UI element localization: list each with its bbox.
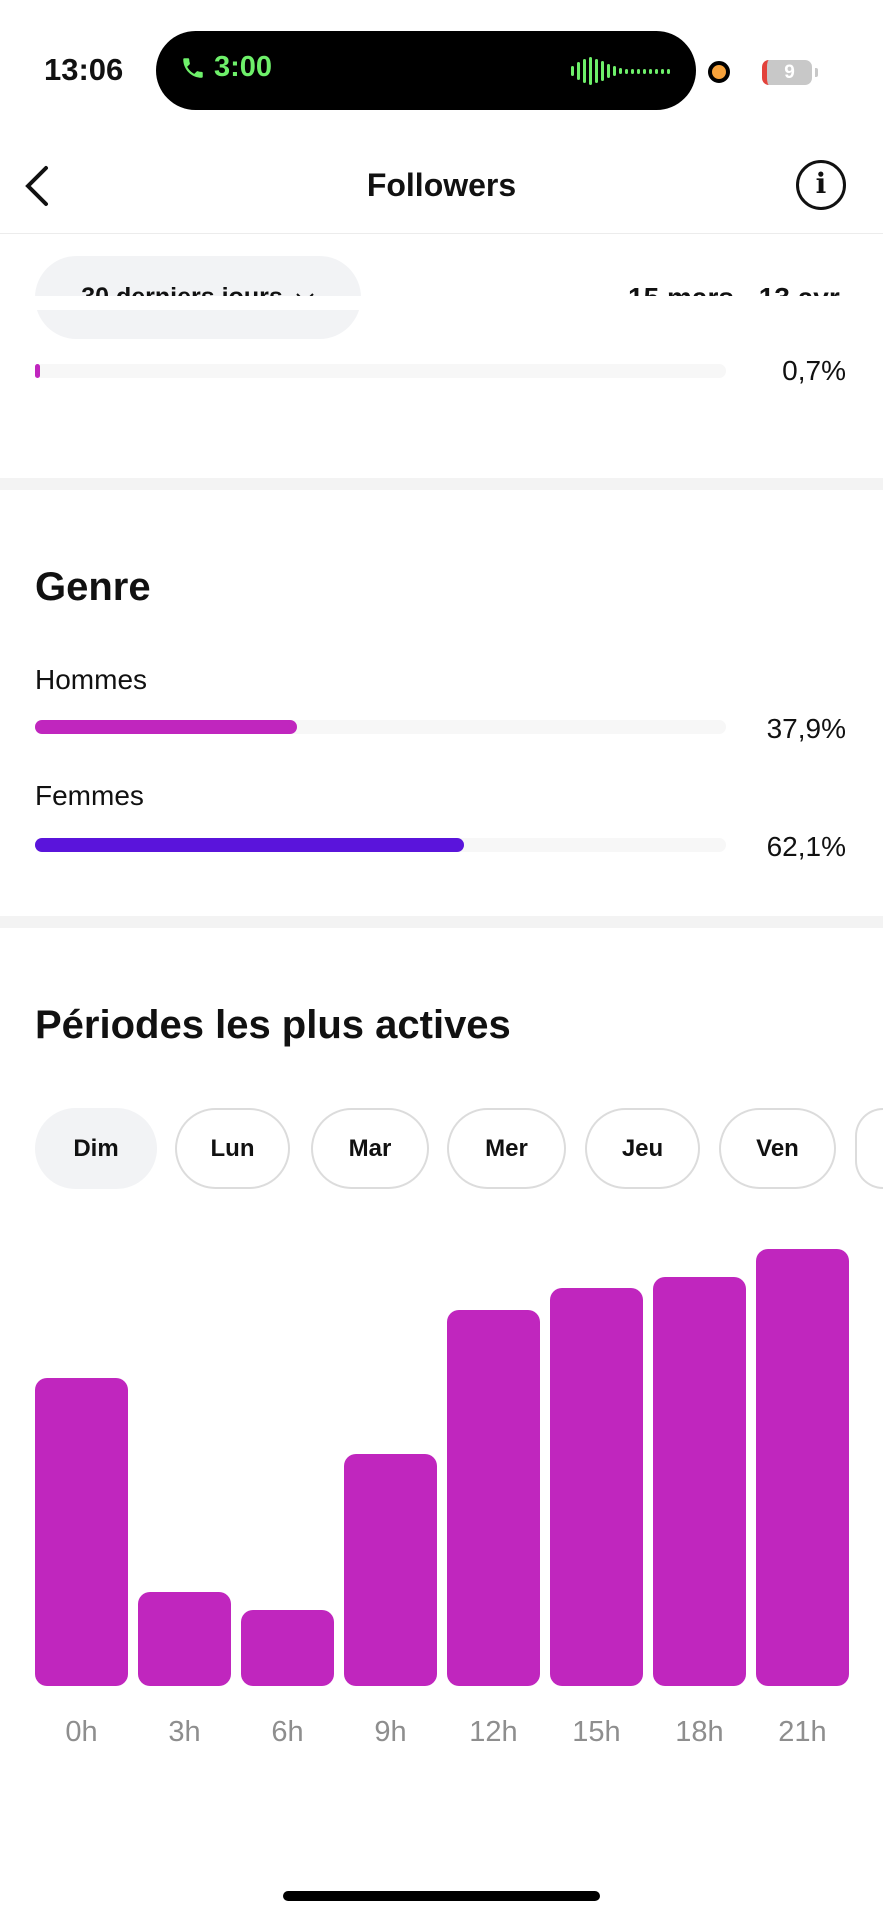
bar-0h[interactable] <box>35 1377 128 1686</box>
progress-track <box>35 364 726 378</box>
x-tick-label: 15h <box>572 1716 621 1748</box>
divider <box>0 233 883 234</box>
scroll-mask <box>0 296 883 310</box>
x-tick-label: 18h <box>675 1716 724 1748</box>
mic-indicator-icon <box>708 61 730 83</box>
waveform-bar <box>661 68 664 74</box>
call-indicator: 3:00 <box>180 51 272 84</box>
day-tab-mer[interactable]: Mer <box>447 1108 566 1189</box>
call-duration: 3:00 <box>214 51 273 83</box>
section-divider <box>0 478 883 490</box>
page-title: Followers <box>366 167 517 203</box>
waveform-bar <box>595 59 598 83</box>
bar-15h[interactable] <box>550 1288 643 1686</box>
x-tick-label: 12h <box>469 1716 518 1748</box>
phone-icon <box>183 57 203 78</box>
waveform-bar <box>649 68 652 74</box>
bar-6h[interactable] <box>241 1609 334 1686</box>
bar-9h[interactable] <box>344 1454 437 1686</box>
gender-label: Hommes <box>35 664 148 695</box>
waveform-bar <box>601 61 604 81</box>
x-tick-label: 21h <box>778 1716 827 1748</box>
x-tick-label: 0h <box>65 1716 98 1748</box>
bar-18h[interactable] <box>653 1276 746 1686</box>
day-tab-dim[interactable]: Dim <box>35 1108 157 1189</box>
waveform-bar <box>607 64 610 78</box>
progress-track <box>35 720 726 734</box>
percentage-value: 37,9% <box>766 713 846 744</box>
progress-fill <box>35 838 465 852</box>
x-tick-label: 3h <box>168 1716 201 1748</box>
percentage-value: 0,7% <box>782 355 846 386</box>
dynamic-island[interactable]: 3:00 <box>156 31 696 110</box>
gender-label: Femmes <box>35 780 144 811</box>
waveform-bar <box>589 57 592 85</box>
waveform-bar <box>619 68 622 74</box>
x-tick-label: 6h <box>271 1716 304 1748</box>
battery-icon: 9 <box>762 60 818 85</box>
bar-12h[interactable] <box>447 1310 540 1686</box>
waveform-bar <box>625 68 628 74</box>
status-time: 13:06 <box>44 52 124 87</box>
progress-fill <box>35 720 297 734</box>
waveform-bar <box>631 68 634 74</box>
x-tick-label: 9h <box>374 1716 407 1748</box>
section-title-active-periods: Périodes les plus actives <box>35 1003 511 1047</box>
day-tab-next[interactable] <box>855 1108 883 1189</box>
home-indicator[interactable] <box>283 1891 600 1901</box>
waveform-bar <box>577 62 580 80</box>
section-divider <box>0 916 883 928</box>
waveform-bar <box>667 68 670 74</box>
audio-waveform-icon <box>571 57 670 85</box>
day-tab-mar[interactable]: Mar <box>311 1108 429 1189</box>
section-title-genre: Genre <box>35 565 151 609</box>
waveform-bar <box>613 66 616 76</box>
waveform-bar <box>655 68 658 74</box>
waveform-bar <box>643 68 646 74</box>
progress-track <box>35 838 726 852</box>
progress-fill <box>35 364 40 378</box>
waveform-bar <box>583 59 586 83</box>
back-chevron-icon[interactable] <box>18 162 58 210</box>
waveform-bar <box>571 66 574 76</box>
day-tab-ven[interactable]: Ven <box>719 1108 836 1189</box>
waveform-bar <box>637 68 640 74</box>
day-tab-jeu[interactable]: Jeu <box>585 1108 700 1189</box>
percentage-value: 62,1% <box>766 831 846 862</box>
bar-3h[interactable] <box>138 1592 231 1686</box>
day-tab-lun[interactable]: Lun <box>175 1108 290 1189</box>
info-icon[interactable]: i <box>796 160 846 210</box>
bar-21h[interactable] <box>756 1249 849 1686</box>
